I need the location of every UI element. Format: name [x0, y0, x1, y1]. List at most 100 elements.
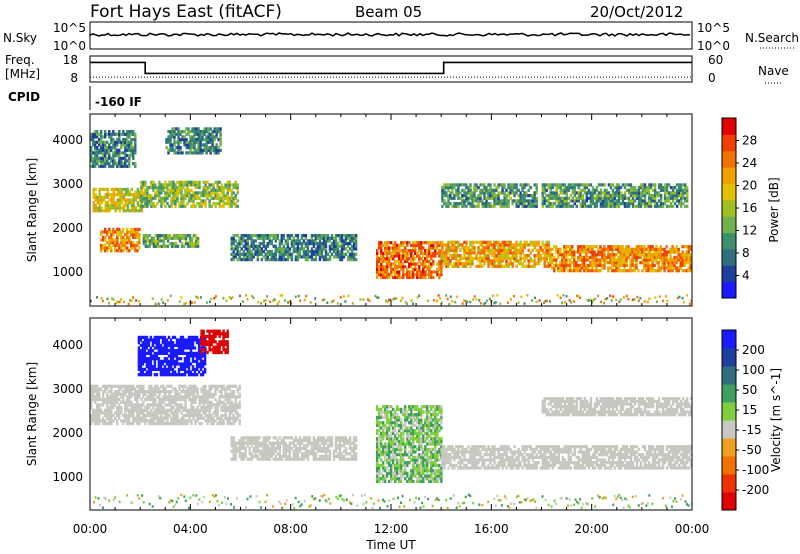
velocity-cell: [160, 406, 163, 410]
velocity-cell: [126, 416, 129, 420]
power-cell: [348, 252, 352, 256]
power-cell: [549, 202, 552, 206]
power-cell: [274, 252, 277, 256]
power-cell: [591, 188, 595, 192]
power-cell: [182, 186, 185, 190]
power-cell: [173, 151, 176, 155]
power-cell: [112, 193, 115, 197]
power-cell: [678, 295, 681, 299]
power-cell: [144, 242, 148, 246]
power-cell: [186, 188, 189, 192]
power-cell: [120, 249, 123, 253]
power-cell: [120, 143, 123, 147]
power-cell: [158, 236, 162, 240]
power-cell: [96, 135, 99, 139]
power-cell: [615, 188, 619, 192]
power-cell: [114, 162, 117, 166]
power-cell: [636, 295, 639, 299]
power-cell: [398, 273, 401, 277]
power-cell: [118, 233, 121, 237]
power-cell: [292, 239, 296, 243]
power-cell: [114, 193, 117, 197]
power-cell: [96, 162, 99, 166]
power-cell: [344, 236, 348, 240]
power-cell: [449, 259, 452, 263]
power-cell: [426, 254, 429, 258]
power-cell: [348, 258, 352, 262]
power-colorbar-swatch: [722, 150, 736, 168]
power-cell: [563, 250, 566, 254]
power-cell: [639, 183, 643, 187]
power-cell: [346, 234, 350, 238]
power-cell: [585, 196, 588, 200]
power-cell: [384, 259, 387, 263]
power-cell: [231, 296, 234, 299]
power-cell: [270, 252, 273, 256]
power-cell: [611, 269, 614, 273]
power-cell: [547, 204, 550, 208]
power-cell: [332, 255, 336, 259]
power-cell: [441, 254, 444, 258]
power-cell: [187, 146, 190, 150]
power-cell: [543, 251, 546, 255]
power-cell: [352, 255, 356, 259]
power-cell: [611, 247, 614, 251]
velocity-cell: [238, 414, 241, 418]
power-cell: [679, 255, 682, 259]
power-cell: [583, 188, 586, 192]
power-cell: [678, 191, 681, 195]
power-cell: [615, 245, 618, 249]
velocity-cell: [182, 419, 185, 423]
velocity-cell: [108, 419, 111, 423]
power-cell: [108, 193, 111, 197]
velocity-cell: [132, 411, 135, 415]
power-cell: [112, 138, 115, 142]
power-cell: [126, 209, 129, 213]
power-cell: [418, 257, 421, 261]
power-cell: [102, 198, 105, 202]
power-cell: [497, 186, 500, 190]
power-cell: [167, 130, 170, 134]
power-cell: [635, 188, 639, 192]
power-cell: [124, 148, 127, 152]
velocity-cell: [122, 414, 125, 418]
power-cell: [328, 255, 332, 259]
power-cell: [292, 244, 296, 248]
power-cell: [138, 233, 141, 237]
power-cell: [428, 249, 431, 253]
power-cell: [649, 263, 652, 267]
power-cell: [396, 270, 399, 274]
power-cell: [102, 156, 105, 160]
power-cell: [244, 234, 247, 238]
velocity-cell: [204, 406, 207, 410]
power-cell: [521, 199, 524, 203]
power-cell: [625, 269, 628, 273]
power-cell: [262, 236, 265, 240]
power-cell: [108, 151, 111, 155]
power-cell: [184, 188, 187, 192]
power-cell: [266, 242, 269, 246]
power-cell: [108, 238, 111, 242]
power-cell: [681, 245, 684, 249]
velocity-cell: [222, 406, 225, 410]
power-cell: [288, 236, 292, 240]
power-cell: [332, 239, 336, 243]
power-cell: [517, 202, 520, 206]
power-cell: [619, 261, 622, 265]
power-cell: [122, 227, 125, 231]
power-cell: [118, 132, 121, 136]
velocity-cell: [162, 387, 165, 391]
velocity-cell: [142, 387, 145, 391]
power-cell: [220, 186, 223, 190]
power-cell: [386, 270, 389, 274]
power-cell: [649, 196, 653, 200]
power-cell: [436, 241, 439, 245]
velocity-cell: [96, 395, 99, 399]
power-cell: [622, 296, 625, 299]
power-cell: [134, 135, 137, 139]
power-cell: [177, 132, 180, 136]
power-cell: [465, 246, 468, 250]
power-cell: [591, 202, 595, 206]
power-cell: [615, 269, 618, 273]
power-cell: [469, 183, 472, 187]
